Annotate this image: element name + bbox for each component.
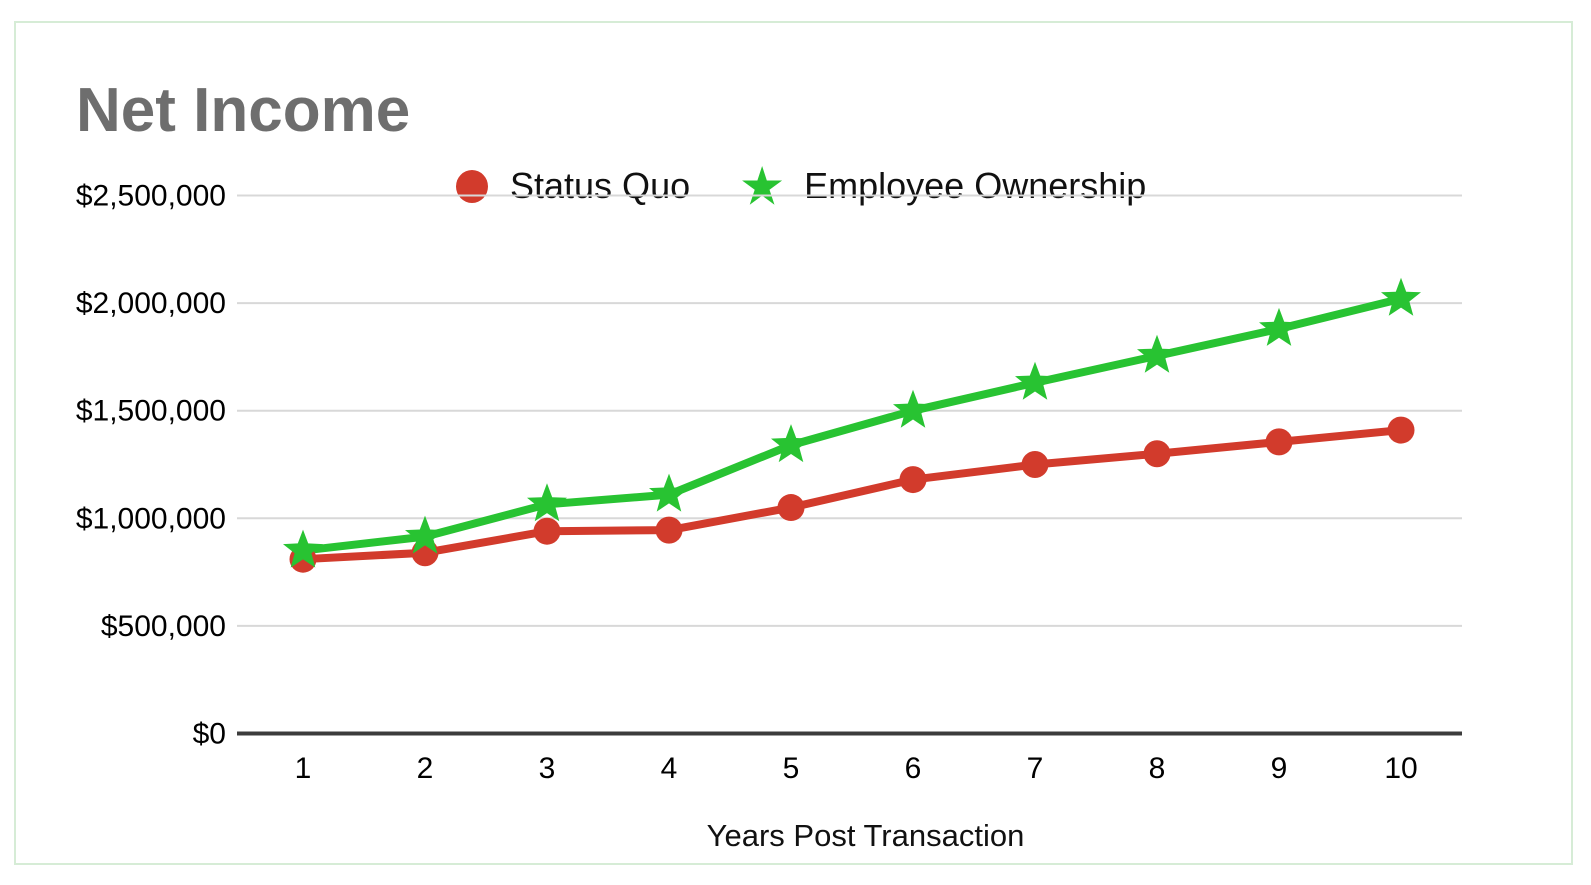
x-tick-label: 10 [1384,752,1417,785]
chart-title: Net Income [76,76,411,145]
x-tick-label: 6 [905,752,922,785]
legend-item-employee-ownership: Employee Ownership [742,165,1146,207]
x-tick-label: 1 [295,752,312,785]
y-tick-label: $2,000,000 [76,287,226,320]
x-tick-label: 5 [783,752,800,785]
data-point-star [649,473,689,512]
y-tick-label: $2,500,000 [76,180,226,213]
legend-label: Status Quo [510,165,691,206]
x-axis-title: Years Post Transaction [706,818,1025,853]
data-point-circle [1143,440,1171,468]
data-point-circle [899,466,927,494]
y-tick-label: $1,000,000 [76,502,226,535]
series-line-employee-ownership [299,294,1405,555]
data-point-star [1137,334,1177,373]
data-point-star [1015,361,1055,400]
data-point-star [283,529,323,568]
legend: Status Quo Employee Ownership [456,165,1146,207]
data-point-star [771,424,811,463]
chart-card: Net Income Status Quo Employee Ownership… [14,21,1573,865]
x-tick-label: 2 [417,752,434,785]
x-tick-label: 7 [1027,752,1044,785]
series-line-status-quo [299,426,1405,564]
data-point-circle [1387,416,1415,444]
data-point-star [527,483,567,522]
legend-item-status-quo: Status Quo [456,165,690,207]
data-point-star [405,515,445,554]
data-point-circle [655,516,683,544]
data-point-circle [1265,428,1293,456]
y-tick-label: $1,500,000 [76,395,226,428]
data-point-circle [1021,451,1049,478]
data-point-star [893,389,933,428]
y-tick-label: $0 [193,718,226,751]
x-tick-label: 4 [661,752,678,785]
data-point-circle [777,494,805,522]
legend-label: Employee Ownership [804,165,1147,206]
x-tick-label: 9 [1271,752,1288,785]
x-tick-label: 3 [539,752,556,785]
data-point-circle [533,517,561,545]
data-point-star [1381,277,1421,316]
y-tick-label: $500,000 [101,610,226,643]
data-point-star [1259,307,1299,346]
circle-marker-icon [456,169,488,203]
x-tick-label: 8 [1149,752,1166,785]
